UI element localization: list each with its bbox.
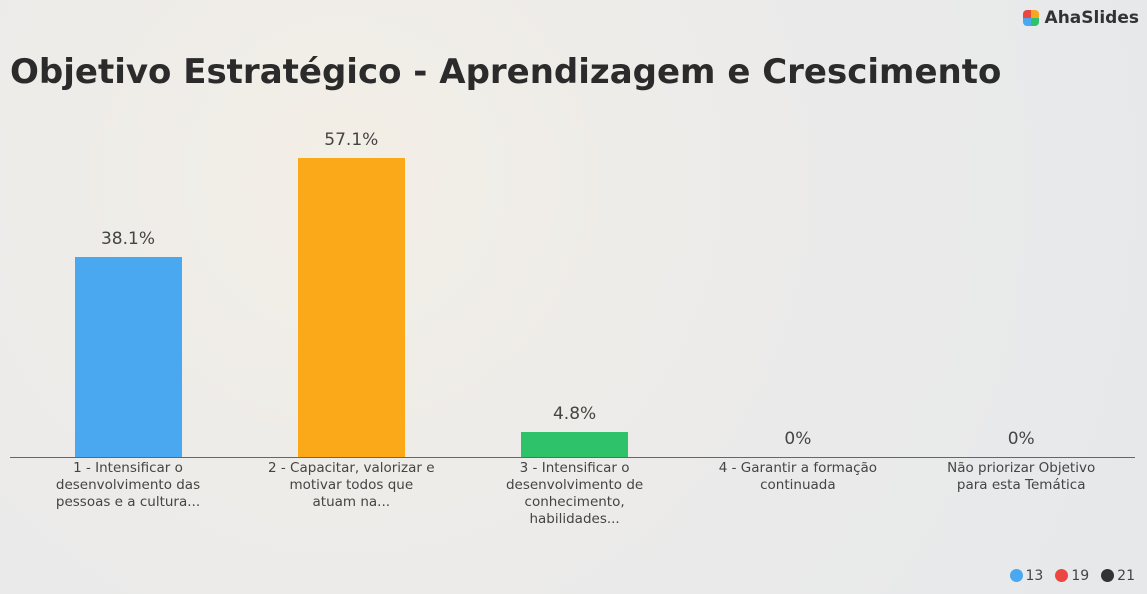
value-label: 4.8% [495, 404, 655, 424]
brand: AhaSlides [1045, 8, 1139, 28]
reactions: 13 19 21 [1010, 568, 1135, 584]
category-label: 4 - Garantir a formação continuada [713, 460, 883, 494]
category-label: 3 - Intensificar o desenvolvimento de co… [490, 460, 660, 528]
hands-count: 21 [1117, 568, 1135, 584]
category-label: Não priorizar Objetivo para esta Temátic… [936, 460, 1106, 494]
logo: AhaSlides [1023, 8, 1139, 28]
category-label: 2 - Capacitar, valorizar e motivar todos… [266, 460, 436, 511]
hands: 21 [1101, 568, 1135, 584]
value-label: 57.1% [271, 130, 431, 150]
bar [298, 158, 405, 457]
bar [521, 432, 628, 457]
bar [75, 257, 182, 457]
value-label: 0% [718, 429, 878, 449]
value-label: 38.1% [48, 229, 208, 249]
likes-count: 13 [1026, 568, 1044, 584]
category-label: 1 - Intensificar o desenvolvimento das p… [43, 460, 213, 511]
value-label: 0% [941, 429, 1101, 449]
hearts-count: 19 [1071, 568, 1089, 584]
chart-title: Objetivo Estratégico - Aprendizagem e Cr… [10, 52, 1001, 92]
likes: 13 [1010, 568, 1044, 584]
baseline [10, 457, 1135, 458]
slide: AhaSlides Objetivo Estratégico - Aprendi… [0, 0, 1147, 594]
hearts: 19 [1055, 568, 1089, 584]
